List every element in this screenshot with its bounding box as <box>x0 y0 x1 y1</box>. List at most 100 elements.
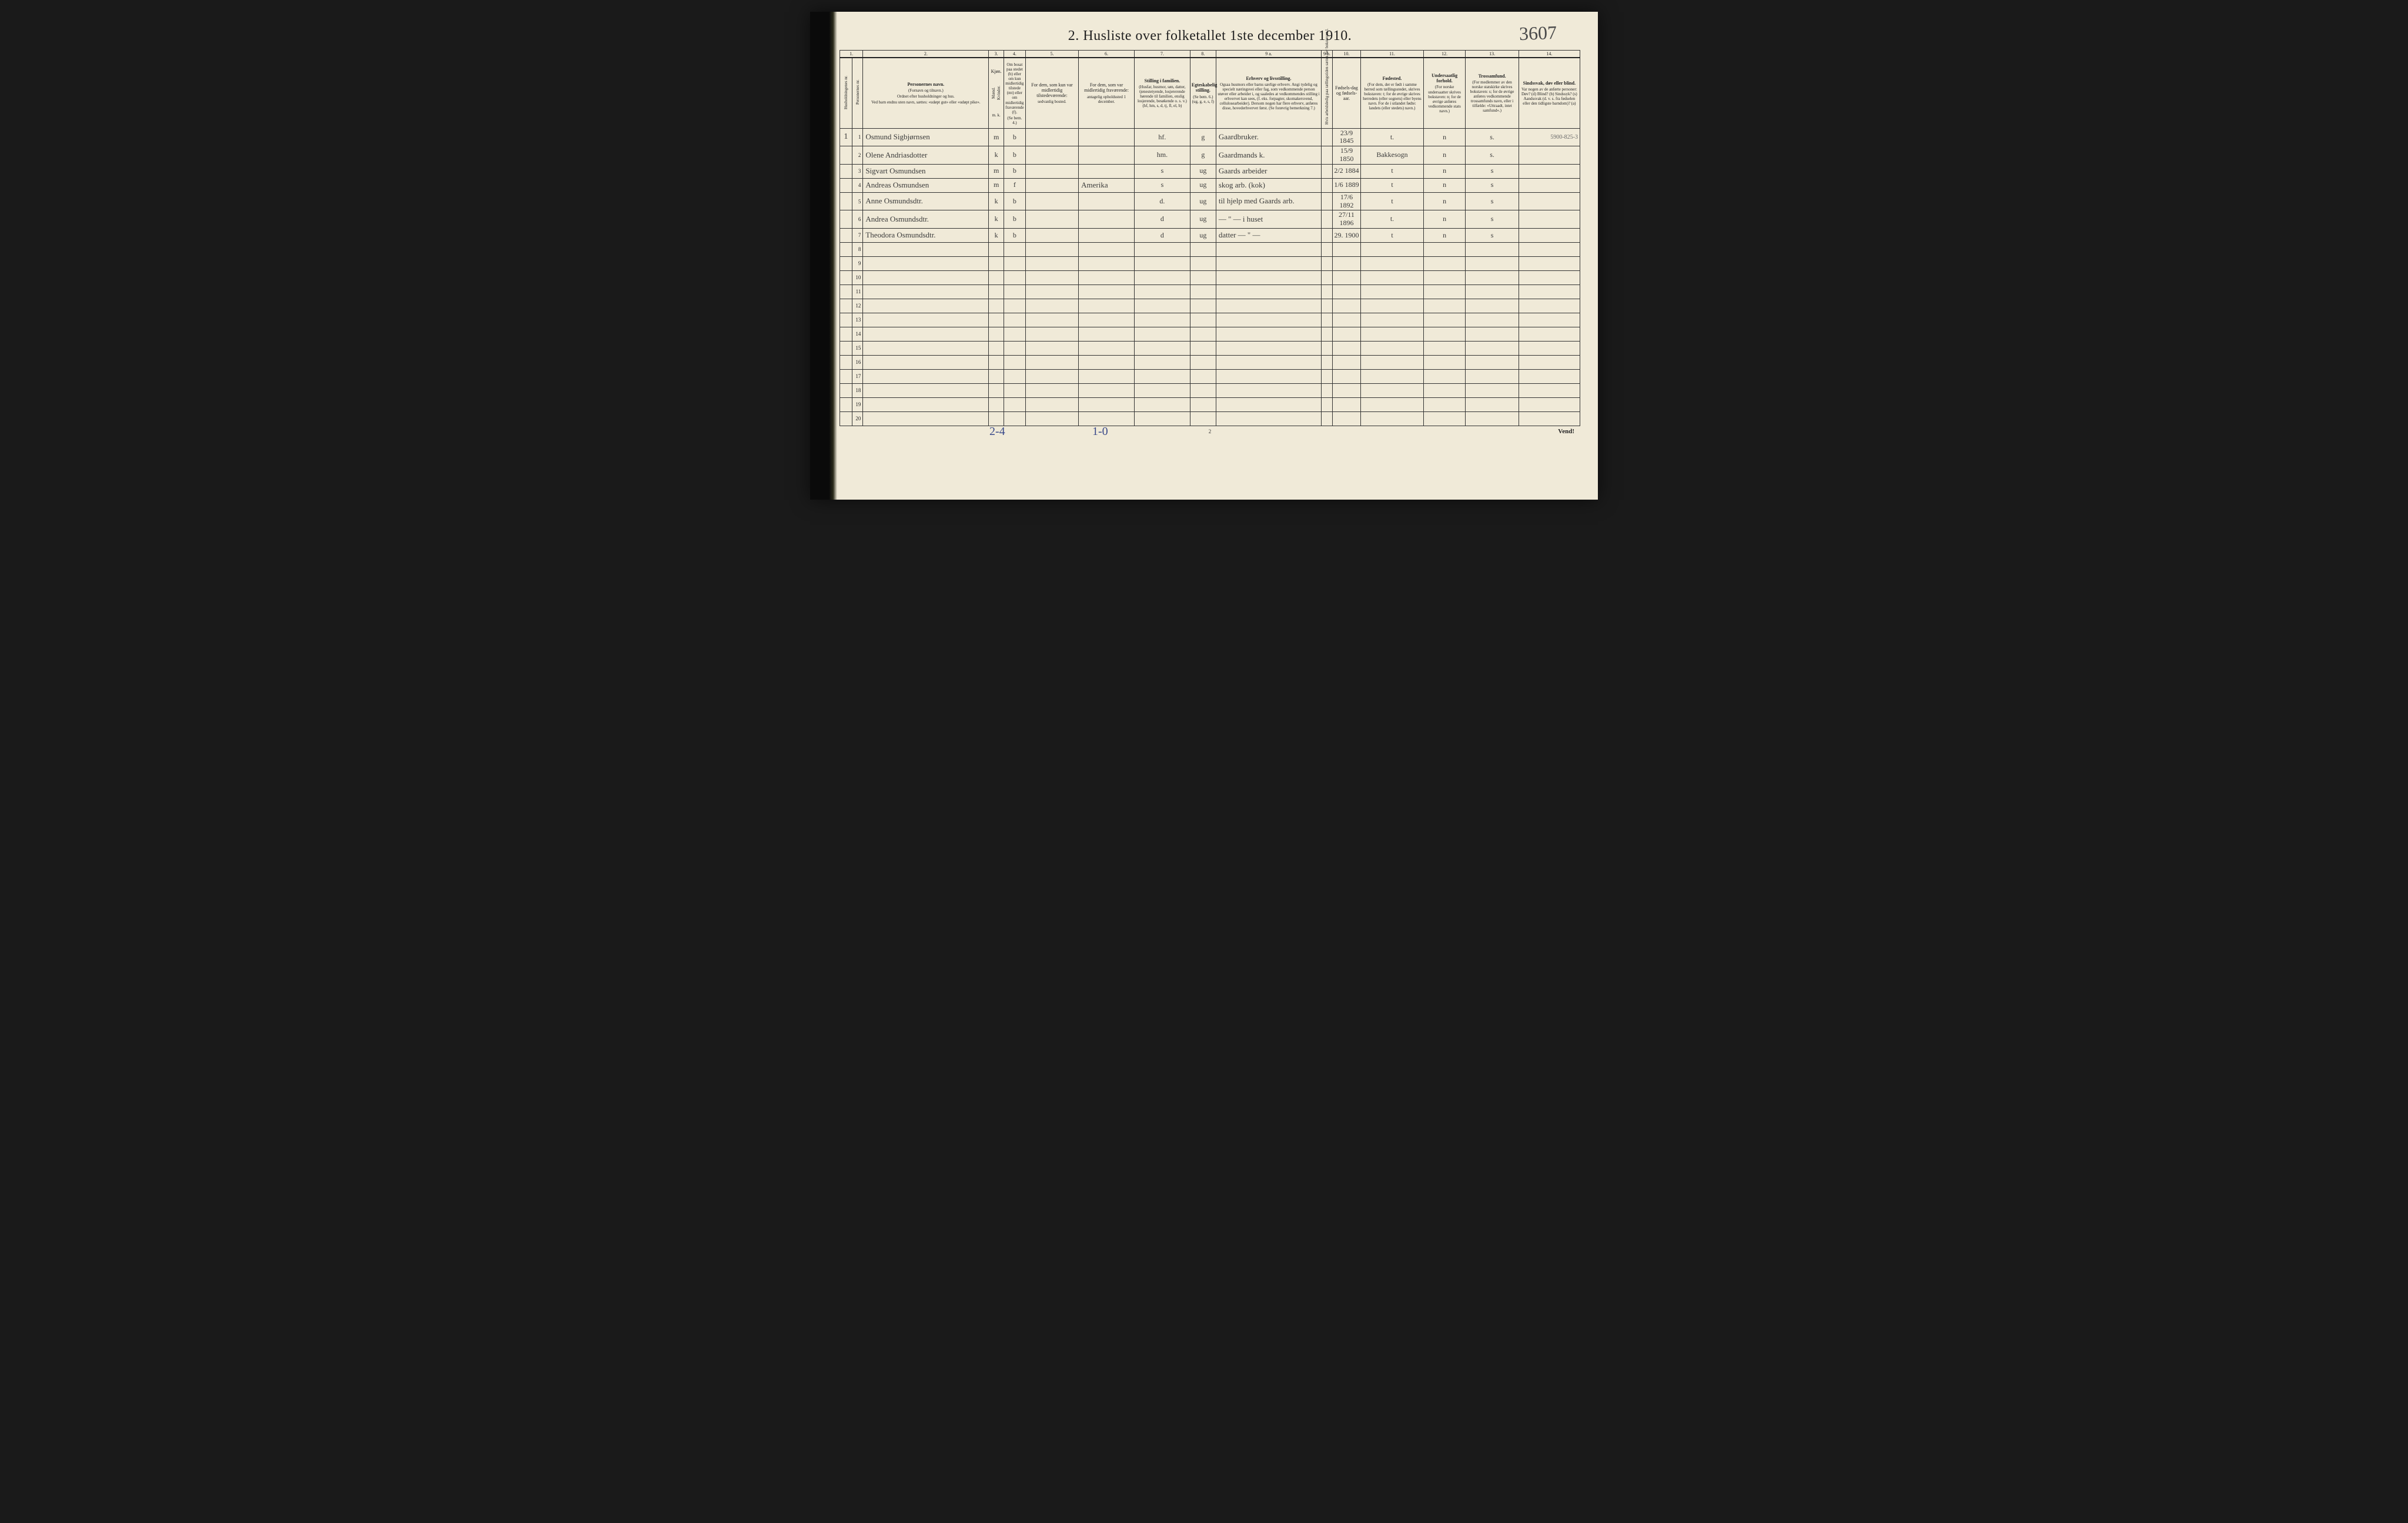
cell-residence: b <box>1004 128 1025 146</box>
cell-blank <box>1025 299 1078 313</box>
cell-person-nr: 14 <box>852 327 863 342</box>
cell-household <box>840 178 852 192</box>
cell-blank <box>1190 342 1216 356</box>
cell-blank <box>1190 299 1216 313</box>
cell-blank <box>863 299 989 313</box>
cell-absent <box>1079 164 1135 178</box>
cell-disability <box>1519 192 1580 210</box>
cell-name: Andreas Osmundsen <box>863 178 989 192</box>
cell-blank <box>989 271 1004 285</box>
cell-sex: m <box>989 178 1004 192</box>
cell-sex: k <box>989 146 1004 165</box>
hdr-occupation: Erhverv og livsstilling. Ogsaa husmors e… <box>1216 58 1321 128</box>
table-header: 1. 2. 3. 4. 5. 6. 7. 8. 9 a. 9 b. 10. 11… <box>840 51 1580 129</box>
cell-blank <box>1134 327 1190 342</box>
cell-blank <box>1079 243 1135 257</box>
colnum: 5. <box>1025 51 1078 58</box>
cell-blank <box>840 271 852 285</box>
cell-blank <box>1466 356 1519 370</box>
cell-blank <box>1134 313 1190 327</box>
page-footer: 2-4 1-0 2 Vend! <box>840 429 1580 434</box>
cell-religion: s <box>1466 229 1519 243</box>
cell-blank <box>1332 370 1361 384</box>
cell-blank <box>1079 370 1135 384</box>
cell-blank <box>1134 271 1190 285</box>
cell-blank <box>1079 313 1135 327</box>
cell-disability: 5900-825-3 <box>1519 128 1580 146</box>
cell-birthdate: 23/9 1845 <box>1332 128 1361 146</box>
table-row-blank: 13 <box>840 313 1580 327</box>
cell-person-nr: 2 <box>852 146 863 165</box>
cell-blank <box>1361 356 1423 370</box>
cell-blank <box>1079 356 1135 370</box>
table-row-blank: 11 <box>840 285 1580 299</box>
cell-blank <box>1423 313 1466 327</box>
cell-blank <box>1466 313 1519 327</box>
cell-blank <box>863 257 989 271</box>
cell-nationality: n <box>1423 164 1466 178</box>
cell-blank <box>1190 412 1216 426</box>
annotation-footer-left: 2-4 <box>989 425 1005 439</box>
cell-blank <box>1519 285 1580 299</box>
cell-blank <box>1025 327 1078 342</box>
cell-blank <box>840 243 852 257</box>
cell-blank <box>863 412 989 426</box>
hdr-marital: Egteskabelig stilling. (Se bem. 6.) (ug,… <box>1190 58 1216 128</box>
hdr-religion: Trossamfund. (For medlemmer av den norsk… <box>1466 58 1519 128</box>
hdr-residence: Om bosat paa stedet (b) eller om kun mid… <box>1004 58 1025 128</box>
cell-blank <box>1519 271 1580 285</box>
cell-blank <box>1361 342 1423 356</box>
table-row-blank: 8 <box>840 243 1580 257</box>
cell-blank <box>1004 243 1025 257</box>
cell-blank <box>989 257 1004 271</box>
cell-occupation: datter — " — <box>1216 229 1321 243</box>
cell-person-nr: 15 <box>852 342 863 356</box>
cell-blank <box>1079 299 1135 313</box>
cell-person-nr: 6 <box>852 210 863 229</box>
cell-blank <box>1190 370 1216 384</box>
cell-disability <box>1519 178 1580 192</box>
cell-blank <box>1190 313 1216 327</box>
table-row-blank: 17 <box>840 370 1580 384</box>
cell-family-pos: hf. <box>1134 128 1190 146</box>
cell-blank <box>1216 412 1321 426</box>
cell-blank <box>1134 342 1190 356</box>
cell-disability <box>1519 210 1580 229</box>
cell-sex: k <box>989 192 1004 210</box>
cell-blank <box>1004 271 1025 285</box>
cell-blank <box>1216 384 1321 398</box>
cell-blank <box>1216 398 1321 412</box>
cell-household <box>840 164 852 178</box>
cell-temp <box>1025 146 1078 165</box>
turn-over-label: Vend! <box>1558 428 1574 435</box>
cell-nationality: n <box>1423 128 1466 146</box>
cell-religion: s. <box>1466 146 1519 165</box>
colnum: 13. <box>1466 51 1519 58</box>
cell-person-nr: 8 <box>852 243 863 257</box>
cell-person-nr: 5 <box>852 192 863 210</box>
cell-blank <box>1079 384 1135 398</box>
cell-absent <box>1079 192 1135 210</box>
cell-person-nr: 19 <box>852 398 863 412</box>
table-row-blank: 10 <box>840 271 1580 285</box>
cell-birthplace: t <box>1361 192 1423 210</box>
cell-nationality: n <box>1423 210 1466 229</box>
cell-blank <box>1361 313 1423 327</box>
cell-unemployed <box>1322 210 1333 229</box>
cell-blank <box>1004 313 1025 327</box>
cell-person-nr: 1 <box>852 128 863 146</box>
cell-blank <box>989 313 1004 327</box>
cell-blank <box>1025 257 1078 271</box>
cell-marital: ug <box>1190 164 1216 178</box>
table-row: 2Olene Andriasdotterkbhm.gGaardmands k.1… <box>840 146 1580 165</box>
table-row-blank: 18 <box>840 384 1580 398</box>
cell-family-pos: d. <box>1134 192 1190 210</box>
table-row-blank: 9 <box>840 257 1580 271</box>
cell-blank <box>863 313 989 327</box>
cell-blank <box>1466 412 1519 426</box>
cell-blank <box>840 257 852 271</box>
hdr-temp-present: For dem, som kun var midlertidig tilsted… <box>1025 58 1078 128</box>
cell-blank <box>1466 257 1519 271</box>
cell-blank <box>1361 384 1423 398</box>
cell-blank <box>1216 285 1321 299</box>
